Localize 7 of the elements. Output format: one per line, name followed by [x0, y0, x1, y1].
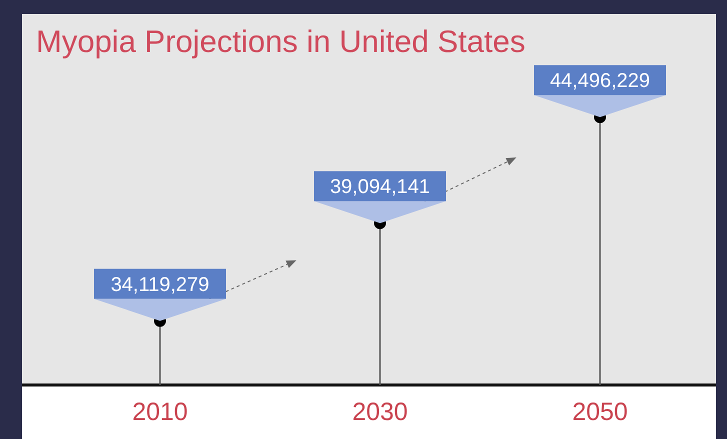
data-label: 34,119,279	[110, 274, 210, 296]
chart-title: Myopia Projections in United States	[36, 24, 526, 59]
x-tick-label: 2050	[572, 398, 628, 426]
x-tick-label: 2030	[352, 398, 408, 426]
data-label: 39,094,141	[330, 176, 430, 198]
data-label: 44,496,229	[550, 70, 650, 92]
x-tick-label: 2010	[132, 398, 188, 426]
